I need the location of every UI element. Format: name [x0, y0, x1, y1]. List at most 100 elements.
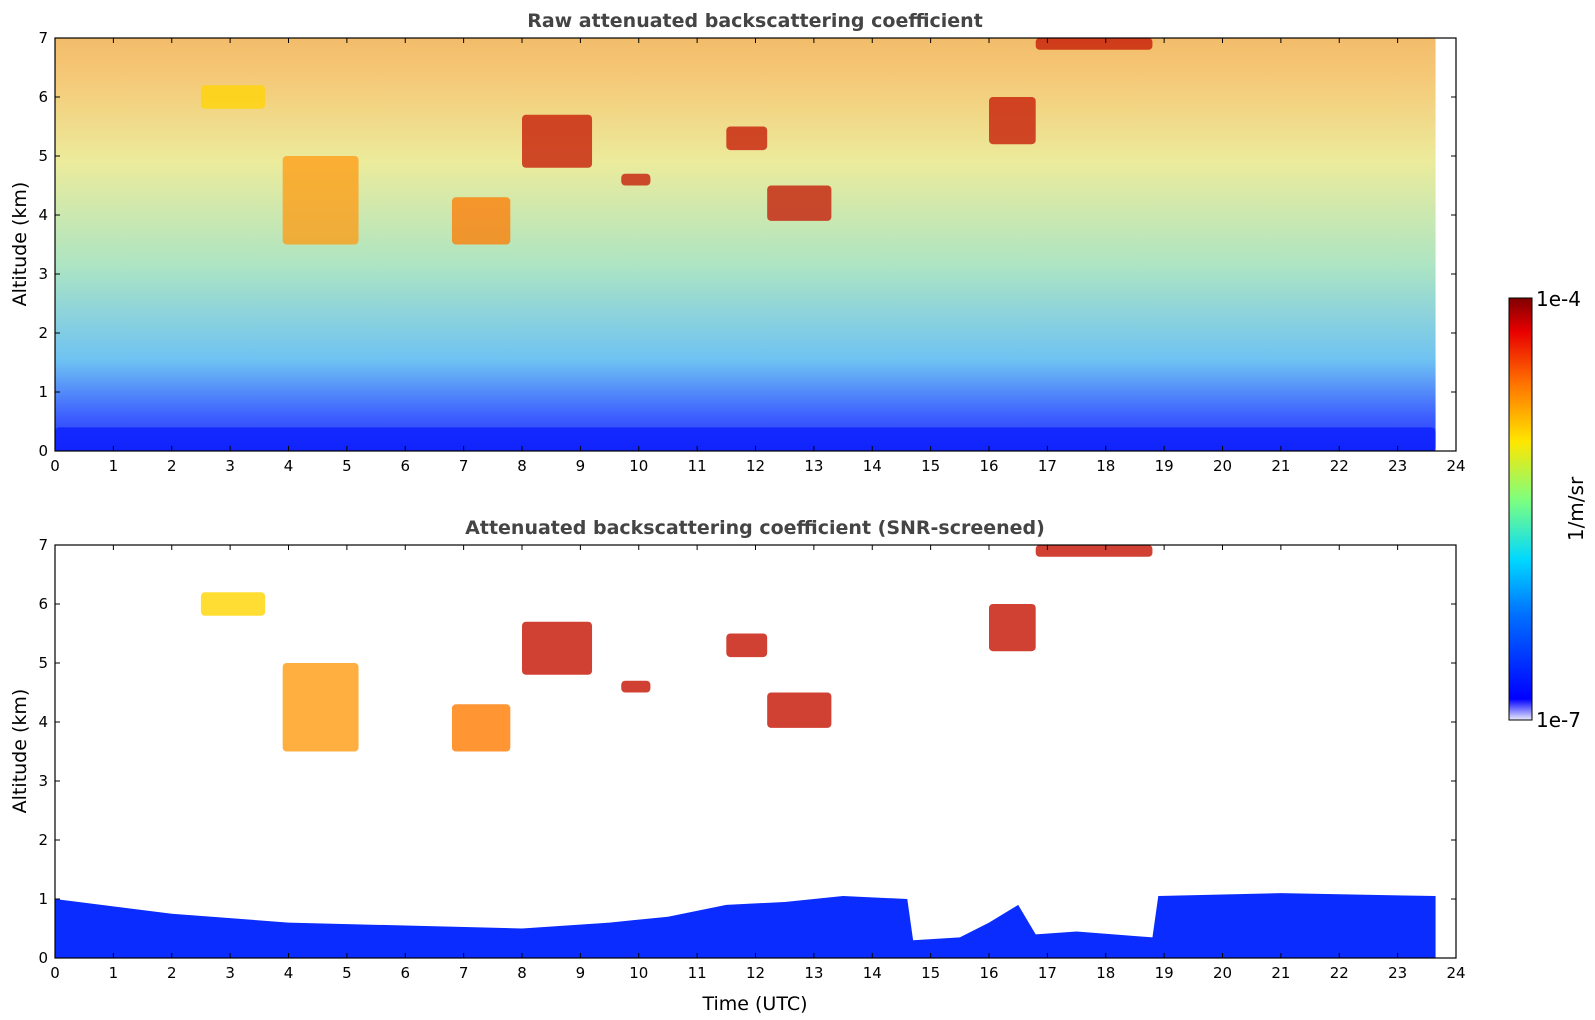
screened-x-tick-label: 19: [1155, 964, 1174, 982]
raw-y-tick-label: 1: [38, 383, 48, 401]
raw-feature-cloud: [621, 173, 651, 186]
screened-x-tick-label: 21: [1271, 964, 1290, 982]
raw-x-tick-label: 8: [517, 457, 527, 475]
screened-x-tick-label: 17: [1038, 964, 1057, 982]
colorbar-unit-label: 1/m/sr: [1564, 476, 1588, 541]
raw-y-tick-label: 5: [38, 147, 48, 165]
raw-feature-cloud: [989, 97, 1036, 145]
raw-x-tick-label: 3: [225, 457, 235, 475]
screened-panel-title: Attenuated backscattering coefficient (S…: [465, 517, 1045, 539]
raw-x-tick-label: 11: [688, 457, 707, 475]
screened-x-tick-label: 11: [688, 964, 707, 982]
raw-y-tick-label: 0: [38, 442, 48, 460]
screened-y-axis: 0 1 2 3 4 5 6 7: [38, 536, 1456, 967]
raw-y-tick-label: 3: [38, 265, 48, 283]
raw-x-tick-label: 9: [576, 457, 586, 475]
screened-x-tick-label: 13: [804, 964, 823, 982]
screened-x-tick-label: 15: [921, 964, 940, 982]
screened-x-axis: 0 1 2 3 4 5 6 7 8 9 10 11 12 13 14 15 16 17 18 19 20 21 22 23 24: [50, 545, 1466, 982]
screened-x-tick-label: 23: [1388, 964, 1407, 982]
raw-y-tick-label: 4: [38, 206, 48, 224]
raw-feature-cloud: [726, 126, 768, 151]
raw-y-axis-label: Altitude (km): [9, 182, 31, 307]
raw-x-tick-label: 0: [50, 457, 60, 475]
screened-feature-descending-layer: [282, 663, 359, 752]
screened-x-tick-label: 1: [109, 964, 119, 982]
screened-feature-cloud: [726, 633, 768, 658]
raw-x-tick-label: 10: [629, 457, 648, 475]
raw-x-tick-label: 12: [746, 457, 765, 475]
colorbar-min-label: 1e-7: [1536, 708, 1581, 732]
raw-x-tick-label: 2: [167, 457, 177, 475]
raw-background-signal: [55, 38, 1436, 451]
screened-y-axis-label: Altitude (km): [9, 689, 31, 814]
colorbar-max-label: 1e-4: [1536, 287, 1581, 311]
screened-x-tick-label: 12: [746, 964, 765, 982]
screened-y-tick-label: 2: [38, 831, 48, 849]
screened-panel-field: [55, 545, 1436, 958]
screened-x-tick-label: 8: [517, 964, 527, 982]
screened-x-tick-label: 3: [225, 964, 235, 982]
raw-x-tick-label: 7: [459, 457, 469, 475]
raw-feature-aerosol-layer: [55, 427, 1436, 451]
raw-x-tick-label: 18: [1096, 457, 1115, 475]
raw-x-tick-label: 14: [863, 457, 882, 475]
colorbar-gradient: [1508, 297, 1533, 721]
raw-y-tick-label: 6: [38, 88, 48, 106]
screened-y-tick-label: 5: [38, 654, 48, 672]
screened-y-tick-label: 6: [38, 595, 48, 613]
screened-x-tick-label: 22: [1330, 964, 1349, 982]
raw-panel-title: Raw attenuated backscattering coefficien…: [527, 10, 983, 32]
screened-y-tick-label: 4: [38, 713, 48, 731]
raw-feature-descending-layer: [282, 156, 359, 245]
raw-x-tick-label: 17: [1038, 457, 1057, 475]
raw-x-tick-label: 5: [342, 457, 352, 475]
screened-x-tick-label: 2: [167, 964, 177, 982]
screened-x-tick-label: 9: [576, 964, 586, 982]
raw-x-tick-label: 21: [1271, 457, 1290, 475]
screened-x-tick-label: 7: [459, 964, 469, 982]
screened-feature-cloud: [621, 680, 651, 693]
raw-x-tick-label: 19: [1155, 457, 1174, 475]
raw-x-tick-label: 20: [1213, 457, 1232, 475]
raw-x-tick-label: 6: [400, 457, 410, 475]
screened-feature-cloud: [989, 604, 1036, 652]
screened-feature-cloud: [767, 692, 832, 728]
screened-x-tick-label: 18: [1096, 964, 1115, 982]
raw-x-tick-label: 13: [804, 457, 823, 475]
screened-x-tick-label: 6: [400, 964, 410, 982]
raw-feature-cloud-band: [200, 85, 266, 109]
raw-x-axis: 0 1 2 3 4 5 6 7 8 9 10 11 12 13 14 15 16 17 18 19 20 21 22 23 24: [50, 38, 1466, 475]
screened-x-tick-label: 20: [1213, 964, 1232, 982]
screened-y-tick-label: 3: [38, 772, 48, 790]
screened-x-tick-label: 14: [863, 964, 882, 982]
screened-x-tick-label: 24: [1446, 964, 1465, 982]
screened-feature-cloud: [451, 704, 511, 752]
colorbar: 1e-4 1e-7 1/m/sr: [1508, 287, 1588, 732]
screened-x-tick-label: 10: [629, 964, 648, 982]
raw-y-axis: 0 1 2 3 4 5 6 7: [38, 29, 1456, 460]
screened-x-tick-label: 4: [284, 964, 294, 982]
screened-feature-cloud: [1035, 545, 1153, 557]
screened-y-tick-label: 0: [38, 949, 48, 967]
screened-x-tick-label: 16: [979, 964, 998, 982]
raw-feature-cloud: [522, 114, 593, 168]
raw-feature-cloud: [1035, 38, 1153, 50]
screened-y-tick-label: 7: [38, 536, 48, 554]
screened-x-axis-label: Time (UTC): [701, 993, 807, 1015]
screened-x-tick-label: 0: [50, 964, 60, 982]
raw-y-tick-label: 7: [38, 29, 48, 47]
raw-x-tick-label: 24: [1446, 457, 1465, 475]
raw-feature-cloud: [451, 197, 511, 245]
raw-x-tick-label: 22: [1330, 457, 1349, 475]
screened-feature-cloud-band: [200, 592, 266, 616]
screened-x-tick-label: 5: [342, 964, 352, 982]
raw-y-tick-label: 2: [38, 324, 48, 342]
screened-y-tick-label: 1: [38, 890, 48, 908]
raw-x-tick-label: 16: [979, 457, 998, 475]
raw-x-tick-label: 15: [921, 457, 940, 475]
raw-feature-cloud: [767, 185, 832, 221]
raw-x-tick-label: 23: [1388, 457, 1407, 475]
raw-x-tick-label: 4: [284, 457, 294, 475]
